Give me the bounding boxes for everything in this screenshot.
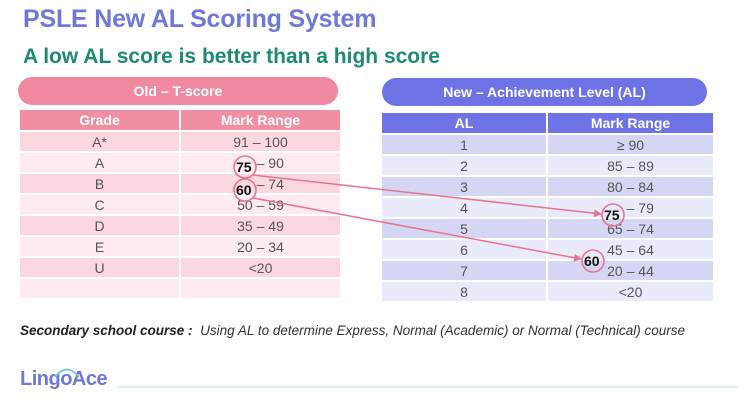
table-row: 475 – 79 [380,196,715,219]
table-row [18,277,342,300]
table-row: B60 – 74 [18,172,342,195]
mark-range-cell: 75 – 79 [546,196,715,219]
al-cell: 7 [380,259,548,282]
logo-arc-icon [54,368,80,378]
highlight-new-75: 75 [604,207,620,223]
table-row: 8 <20 [380,280,715,303]
mark-range-cell: 20 – 44 [546,259,715,282]
column-header-mark-range: Mark Range [179,108,342,132]
table-row: A75 – 90 [18,151,342,174]
note-label: Secondary school course : [20,323,193,338]
al-cell: 6 [380,238,548,261]
grade-cell: A* [18,130,181,153]
mark-range-cell: 35 – 49 [179,214,342,237]
mark-range-cell: 75 – 90 [179,151,342,174]
new-al-header: New – Achievement Level (AL) [382,78,707,106]
table-row: A* 91 – 100 [18,130,342,153]
lingoace-logo: LingoAce [20,368,108,390]
table-row: 3 80 – 84 [380,175,715,198]
mark-range-suffix: – 90 [256,154,284,171]
grade-cell [18,277,181,300]
old-tscore-header: Old – T-score [18,77,338,105]
note-text: Using AL to determine Express, Normal (A… [200,323,686,338]
mark-range-suffix: – 74 [256,175,284,192]
mark-range-cell: <20 [179,256,342,279]
mark-range-cell: 60 – 74 [179,172,342,195]
secondary-course-note: Secondary school course : Using AL to de… [20,323,740,339]
column-header-mark-range: Mark Range [546,111,715,135]
column-header-grade: Grade [18,108,181,132]
mark-range-cell: 45 – 64 [546,238,715,261]
table-row: 5 65 – 74 [380,217,715,240]
new-al-table: AL Mark Range 1≥ 90 285 – 89 380 – 84 47… [380,111,715,303]
table-row: 6 45 – 64 [380,238,715,261]
mark-range-cell [179,277,342,300]
mark-range-cell: 80 – 84 [546,175,715,198]
grade-cell: A [18,151,181,174]
highlight-old-60: 60 [236,182,252,198]
table-row: 1 ≥ 90 [380,133,715,156]
mark-range-suffix: 45 – 64 [607,241,654,258]
page-title: PSLE New AL Scoring System [23,5,377,33]
grade-cell: E [18,235,181,258]
grade-cell: U [18,256,181,279]
table-row: U <20 [18,256,342,279]
mark-range-cell: 85 – 89 [546,154,715,177]
mark-range-cell: 65 – 74 [546,217,715,240]
highlight-old-75: 75 [236,159,252,175]
al-cell: 8 [380,280,548,303]
grade-cell: B [18,172,181,195]
table-row: 7 20 – 44 [380,259,715,282]
mark-range-cell: ≥ 90 [546,133,715,156]
al-cell: 5 [380,217,548,240]
al-cell: 3 [380,175,548,198]
al-cell: 4 [380,196,548,219]
mark-range-cell: 20 – 34 [179,235,342,258]
mark-range-cell: <20 [546,280,715,303]
mark-range-cell: 50 – 59 [179,193,342,216]
table-row: E 20 – 34 [18,235,342,258]
al-cell: 2 [380,154,548,177]
al-cell: 1 [380,133,548,156]
page-subtitle: A low AL score is better than a high sco… [23,45,440,68]
table-row: 2 85 – 89 [380,154,715,177]
footer-divider [118,386,738,388]
grade-cell: C [18,193,181,216]
mark-range-cell: 91 – 100 [179,130,342,153]
old-tscore-table: Grade Mark Range A*91 – 100 A75 – 90 B60… [18,108,342,300]
grade-cell: D [18,214,181,237]
table-row: C 50 – 59 [18,193,342,216]
highlight-new-60: 60 [584,253,600,269]
table-row: D 35 – 49 [18,214,342,237]
mark-range-suffix: – 79 [626,199,654,216]
column-header-al: AL [380,111,548,135]
